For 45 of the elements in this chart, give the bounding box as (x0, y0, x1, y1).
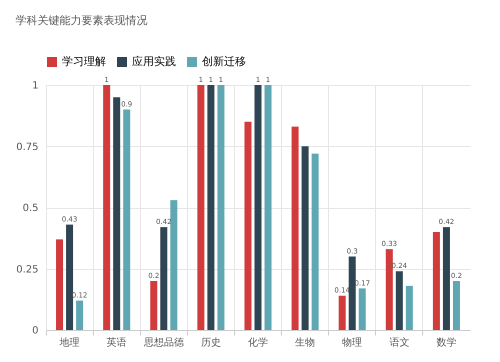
x-tick-label: 数学 (436, 336, 456, 348)
bar (302, 146, 309, 330)
x-tick-label: 思想品德 (142, 336, 184, 348)
bar (56, 239, 64, 330)
x-tick-label: 英语 (106, 336, 127, 348)
bar (396, 271, 403, 330)
legend-label: 学习理解 (62, 55, 106, 68)
bar (386, 249, 393, 330)
x-tick-label: 化学 (248, 336, 268, 348)
y-tick-label: 0 (32, 326, 38, 336)
bar (197, 85, 204, 330)
bar (66, 224, 74, 330)
bar (160, 227, 168, 330)
x-tick-label: 历史 (200, 336, 221, 348)
legend-label: 应用实践 (132, 55, 176, 68)
bar (312, 154, 319, 330)
chart-title: 学科关键能力要素表现情况 (16, 14, 148, 27)
y-tick-label: 0.25 (16, 264, 38, 276)
bar (338, 296, 346, 330)
bar (442, 227, 450, 330)
y-tick-label: 1 (32, 80, 38, 92)
bar (406, 286, 413, 330)
bar (113, 97, 120, 330)
x-tick-label: 语文 (389, 336, 410, 348)
bar (358, 288, 366, 330)
bar (254, 85, 262, 330)
x-tick-label: 生物 (295, 336, 316, 348)
x-tick-label: 地理 (58, 336, 80, 348)
bar (244, 122, 252, 330)
bar (264, 85, 272, 330)
legend-label: 创新迁移 (202, 55, 246, 68)
bar (348, 256, 356, 330)
y-tick-label: 0.5 (22, 203, 38, 214)
x-tick-label: 物理 (342, 338, 362, 348)
bar (123, 110, 130, 330)
bar (292, 126, 299, 330)
bar (150, 281, 158, 330)
bar (452, 281, 460, 330)
bar (207, 85, 214, 330)
bar (103, 85, 110, 330)
bar (76, 300, 84, 330)
bar (217, 85, 224, 330)
y-tick-label: 0.75 (16, 142, 38, 153)
bar (170, 200, 178, 330)
bar (432, 232, 440, 330)
